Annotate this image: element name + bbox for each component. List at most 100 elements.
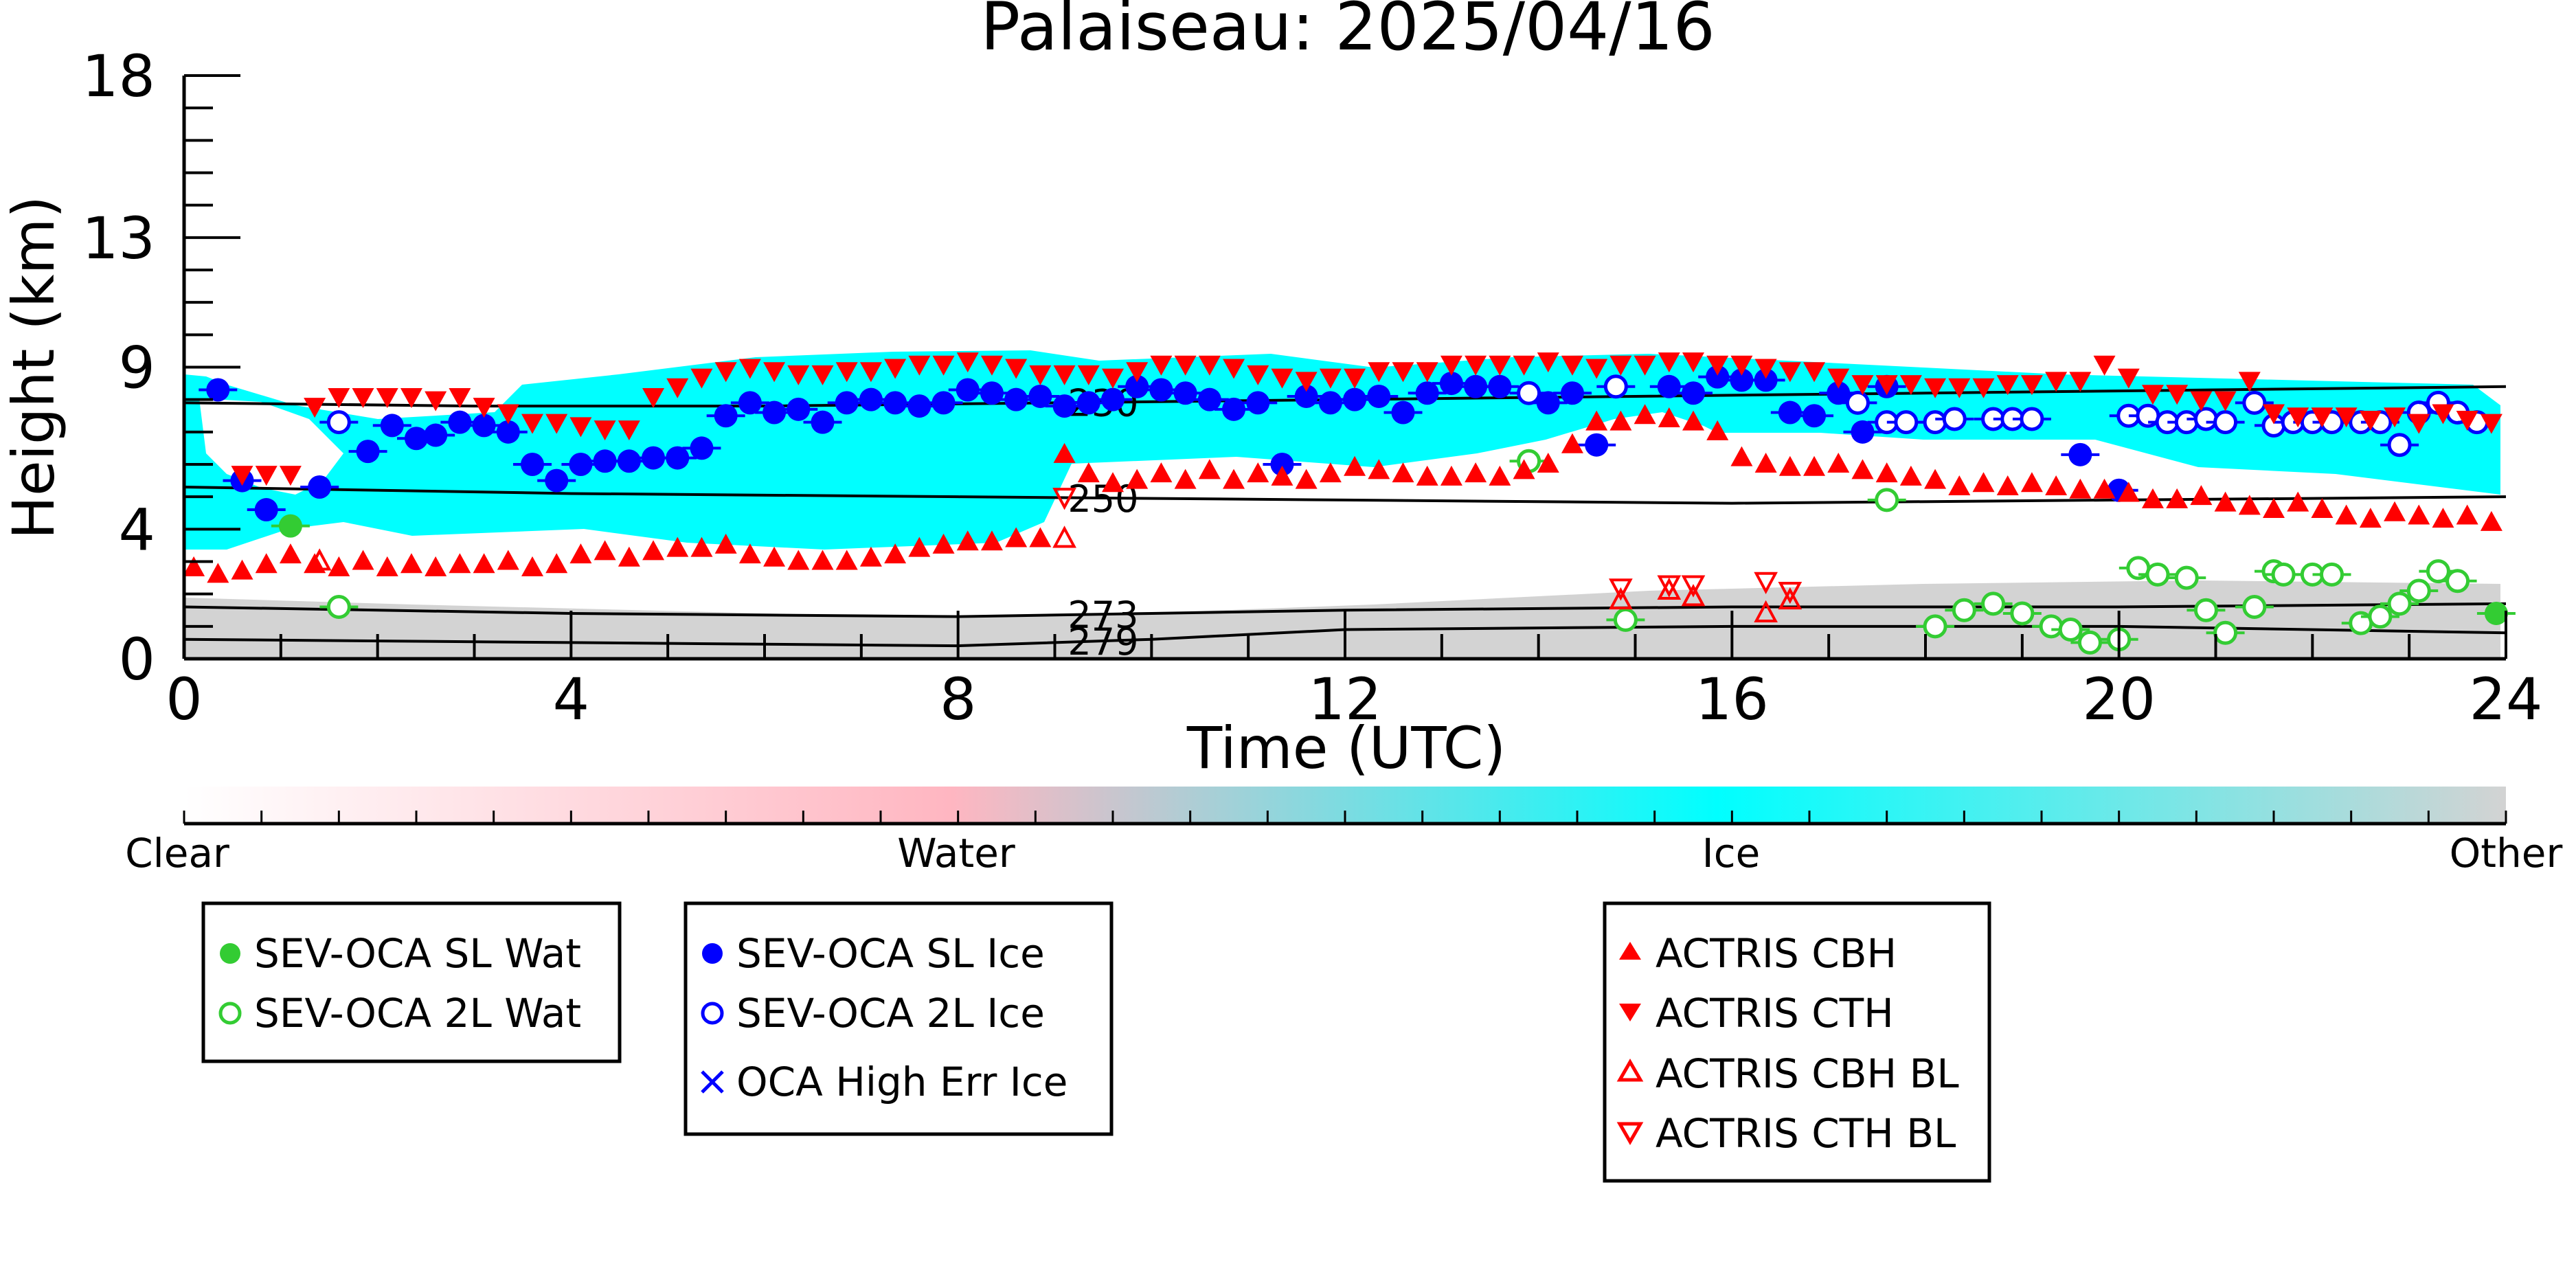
data-point [2320,562,2344,587]
data-point [2368,605,2393,629]
data-point [1585,410,1608,431]
data-point [1537,453,1559,473]
data-point [1803,455,1826,476]
data-point [1923,410,1947,435]
data-point [1609,355,1632,376]
data-point [497,404,519,425]
data-point [1845,390,1870,415]
data-point [835,550,858,570]
data-point [835,391,859,415]
data-point [1247,462,1269,483]
data-point [254,498,278,522]
data-point [908,536,931,557]
data-point [1585,433,1609,457]
data-point [2426,559,2450,584]
legend-actris-box [1603,901,1991,1183]
legend-label-cbh-bl: ACTRIS CBH BL [1656,1050,1959,1097]
x-axis-title: Time (UTC) [1186,714,1506,782]
data-point [1730,355,1753,376]
data-point [2117,368,2140,389]
data-point [425,391,447,411]
data-point [2432,404,2454,425]
data-point [2287,491,2309,512]
data-point [279,466,302,486]
data-point [255,466,278,486]
data-point [1613,607,1638,632]
data-point [2117,482,2140,502]
data-point [545,414,568,434]
data-point [1996,375,2019,396]
colorbar-label-clear: Clear [125,830,229,877]
data-point [1198,459,1221,479]
data-point [1803,404,1827,428]
data-point [787,550,810,570]
data-point [1125,374,1149,398]
data-point [1754,368,1778,392]
data-point [1029,365,1052,385]
data-point [1149,378,1173,402]
data-point [380,414,404,438]
data-point [1517,381,1541,405]
data-point [1344,368,1366,389]
data-point [1851,420,1875,444]
data-point [2335,407,2358,428]
data-point [2039,614,2064,639]
data-point [1996,475,2019,496]
data-point [400,553,422,574]
data-point [2432,508,2454,528]
data-point [2456,410,2478,431]
data-point [1150,462,1173,483]
data-point [448,410,472,434]
data-point [1270,453,1294,476]
data-point [811,410,835,434]
colorbar-label-other: Other [2450,830,2563,877]
data-point [1005,359,1028,379]
data-point [2141,385,2164,405]
data-point [1948,378,1971,398]
data-point [1392,362,1414,383]
legend-water: SEV-OCA SL Wat SEV-OCA 2L Wat [201,901,622,1063]
data-point [356,440,380,464]
y-tick-label: 9 [119,335,155,402]
data-point [618,546,640,567]
legend-water-box [201,901,622,1063]
data-point [569,543,592,564]
y-tick-label: 0 [119,626,155,693]
data-point [1536,391,1560,415]
data-point [473,398,495,418]
data-point [1489,465,1511,486]
data-point [1609,578,1633,601]
data-point [1778,400,1802,425]
data-point [1754,600,1778,622]
series-0 [271,514,2516,625]
data-point [1609,410,1632,431]
legend-marker-cth [1619,1004,1641,1021]
data-point [376,556,398,576]
legend-marker-cth-bl [1616,1122,1644,1146]
chart-title: Palaiseau: 2025/04/16 [980,0,1715,65]
data-point [2242,390,2267,415]
legend-marker-2l-ice [701,1002,724,1025]
data-point [2193,598,2218,622]
data-point [2408,504,2430,525]
data-point [1391,400,1415,425]
data-point [449,553,471,574]
data-point [1489,355,1511,376]
data-point [642,540,665,561]
data-point [738,391,762,415]
data-point [1222,397,1246,421]
data-point [376,387,398,408]
data-point [1052,394,1076,418]
data-point [231,559,253,580]
data-point [1246,391,1270,415]
colorbar-label-ice: Ice [1702,830,1761,877]
data-point [1894,410,1919,435]
legend-label-cth: ACTRIS CTH [1656,990,1894,1037]
data-point [1416,362,1438,383]
data-point [2287,407,2309,428]
data-point [425,556,447,576]
data-point [1440,465,1462,486]
data-point [642,446,666,470]
data-point [1198,355,1221,376]
data-point [1126,362,1149,383]
